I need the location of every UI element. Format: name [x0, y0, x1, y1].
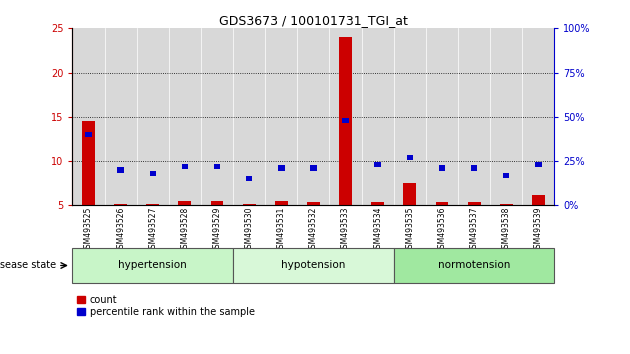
Title: GDS3673 / 100101731_TGI_at: GDS3673 / 100101731_TGI_at	[219, 14, 408, 27]
Bar	[426, 28, 458, 205]
Legend: count, percentile rank within the sample: count, percentile rank within the sample	[77, 295, 255, 317]
Bar	[233, 248, 394, 283]
Bar	[275, 201, 288, 205]
Bar	[243, 204, 256, 205]
Bar	[438, 166, 445, 171]
Bar	[467, 202, 481, 205]
Bar	[210, 201, 224, 205]
Bar	[535, 162, 542, 167]
Bar	[105, 28, 137, 205]
Bar	[72, 28, 105, 205]
Bar	[403, 183, 416, 205]
Bar	[374, 162, 381, 167]
Bar	[85, 132, 92, 137]
Bar	[82, 121, 95, 205]
Bar	[503, 172, 510, 178]
Bar	[265, 28, 297, 205]
Bar	[371, 202, 384, 205]
Bar	[406, 155, 413, 160]
Bar	[522, 28, 554, 205]
Bar	[458, 28, 490, 205]
Bar	[490, 28, 522, 205]
Bar	[310, 166, 317, 171]
Bar	[178, 201, 192, 205]
Bar	[246, 176, 253, 181]
Bar	[72, 248, 233, 283]
Bar	[394, 248, 554, 283]
Bar	[339, 37, 352, 205]
Bar	[201, 28, 233, 205]
Bar	[149, 171, 156, 176]
Bar	[471, 166, 478, 171]
Bar	[297, 28, 329, 205]
Bar	[181, 164, 188, 169]
Bar	[394, 28, 426, 205]
Bar	[214, 164, 220, 169]
Bar	[114, 204, 127, 205]
Text: normotension: normotension	[438, 261, 510, 270]
Bar	[532, 195, 545, 205]
Bar	[278, 166, 285, 171]
Text: hypertension: hypertension	[118, 261, 187, 270]
Bar	[329, 28, 362, 205]
Bar	[137, 28, 169, 205]
Bar	[169, 28, 201, 205]
Text: hypotension: hypotension	[281, 261, 346, 270]
Bar	[307, 202, 320, 205]
Bar	[233, 28, 265, 205]
Text: disease state: disease state	[0, 261, 57, 270]
Bar	[342, 118, 349, 123]
Bar	[117, 167, 124, 172]
Bar	[362, 28, 394, 205]
Bar	[435, 202, 449, 205]
